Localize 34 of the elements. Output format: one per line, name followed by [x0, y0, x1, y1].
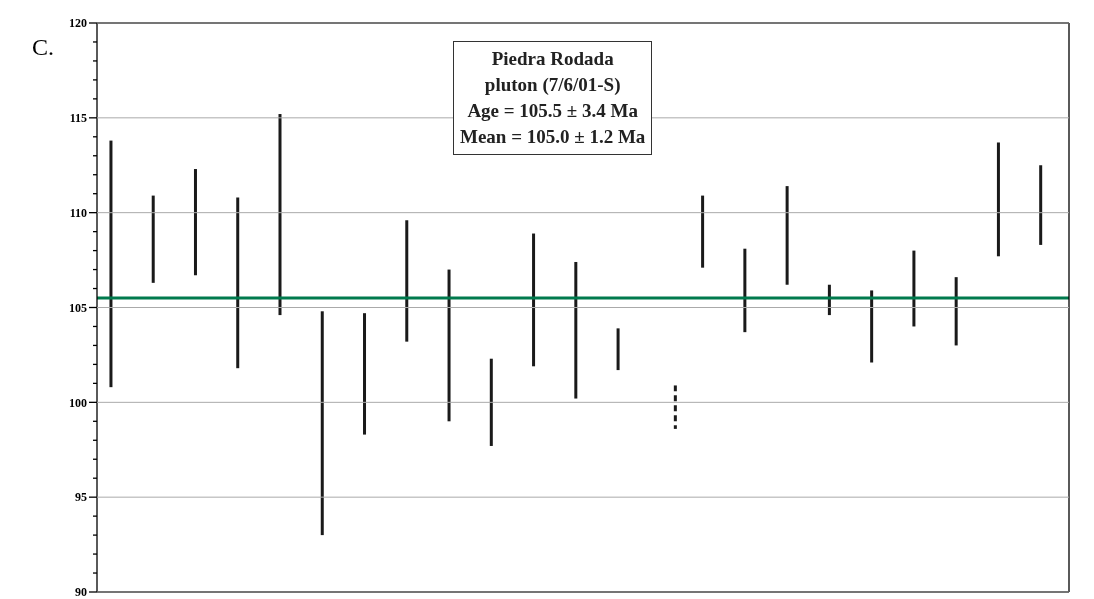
annotation: Mean = 105.0 ± 1.2 Ma	[460, 125, 646, 149]
bar	[912, 250, 916, 327]
bar	[489, 358, 493, 446]
bar	[673, 385, 677, 429]
annotation: Piedra Rodada	[490, 47, 615, 71]
text: C.	[32, 34, 55, 61]
bar	[320, 311, 324, 536]
bar	[616, 328, 620, 371]
bar	[109, 140, 113, 388]
bar	[1039, 165, 1043, 245]
y-tick-label: 120	[69, 16, 87, 31]
bar	[532, 233, 536, 367]
bar	[785, 186, 789, 285]
bar	[278, 114, 282, 316]
y-tick-label: 115	[69, 111, 87, 126]
y-tick-label: 90	[75, 585, 87, 599]
y-tick-label: 100	[69, 395, 87, 410]
bar	[996, 142, 1000, 257]
annotation: Age = 105.5 ± 3.4 Ma	[466, 99, 639, 123]
bar	[743, 248, 747, 333]
y-tick-label: 105	[69, 300, 87, 315]
bar	[870, 290, 874, 363]
annotation: pluton (7/6/01-S)	[483, 73, 622, 97]
bar	[363, 313, 367, 435]
bar	[701, 195, 705, 268]
bar	[193, 169, 197, 276]
bar	[151, 195, 155, 283]
y-tick-label: 95	[75, 490, 87, 505]
bar	[447, 269, 451, 422]
bar	[405, 220, 409, 342]
bar	[954, 277, 958, 346]
bar	[236, 197, 240, 369]
y-tick-label: 110	[69, 205, 87, 220]
bar	[574, 261, 578, 399]
